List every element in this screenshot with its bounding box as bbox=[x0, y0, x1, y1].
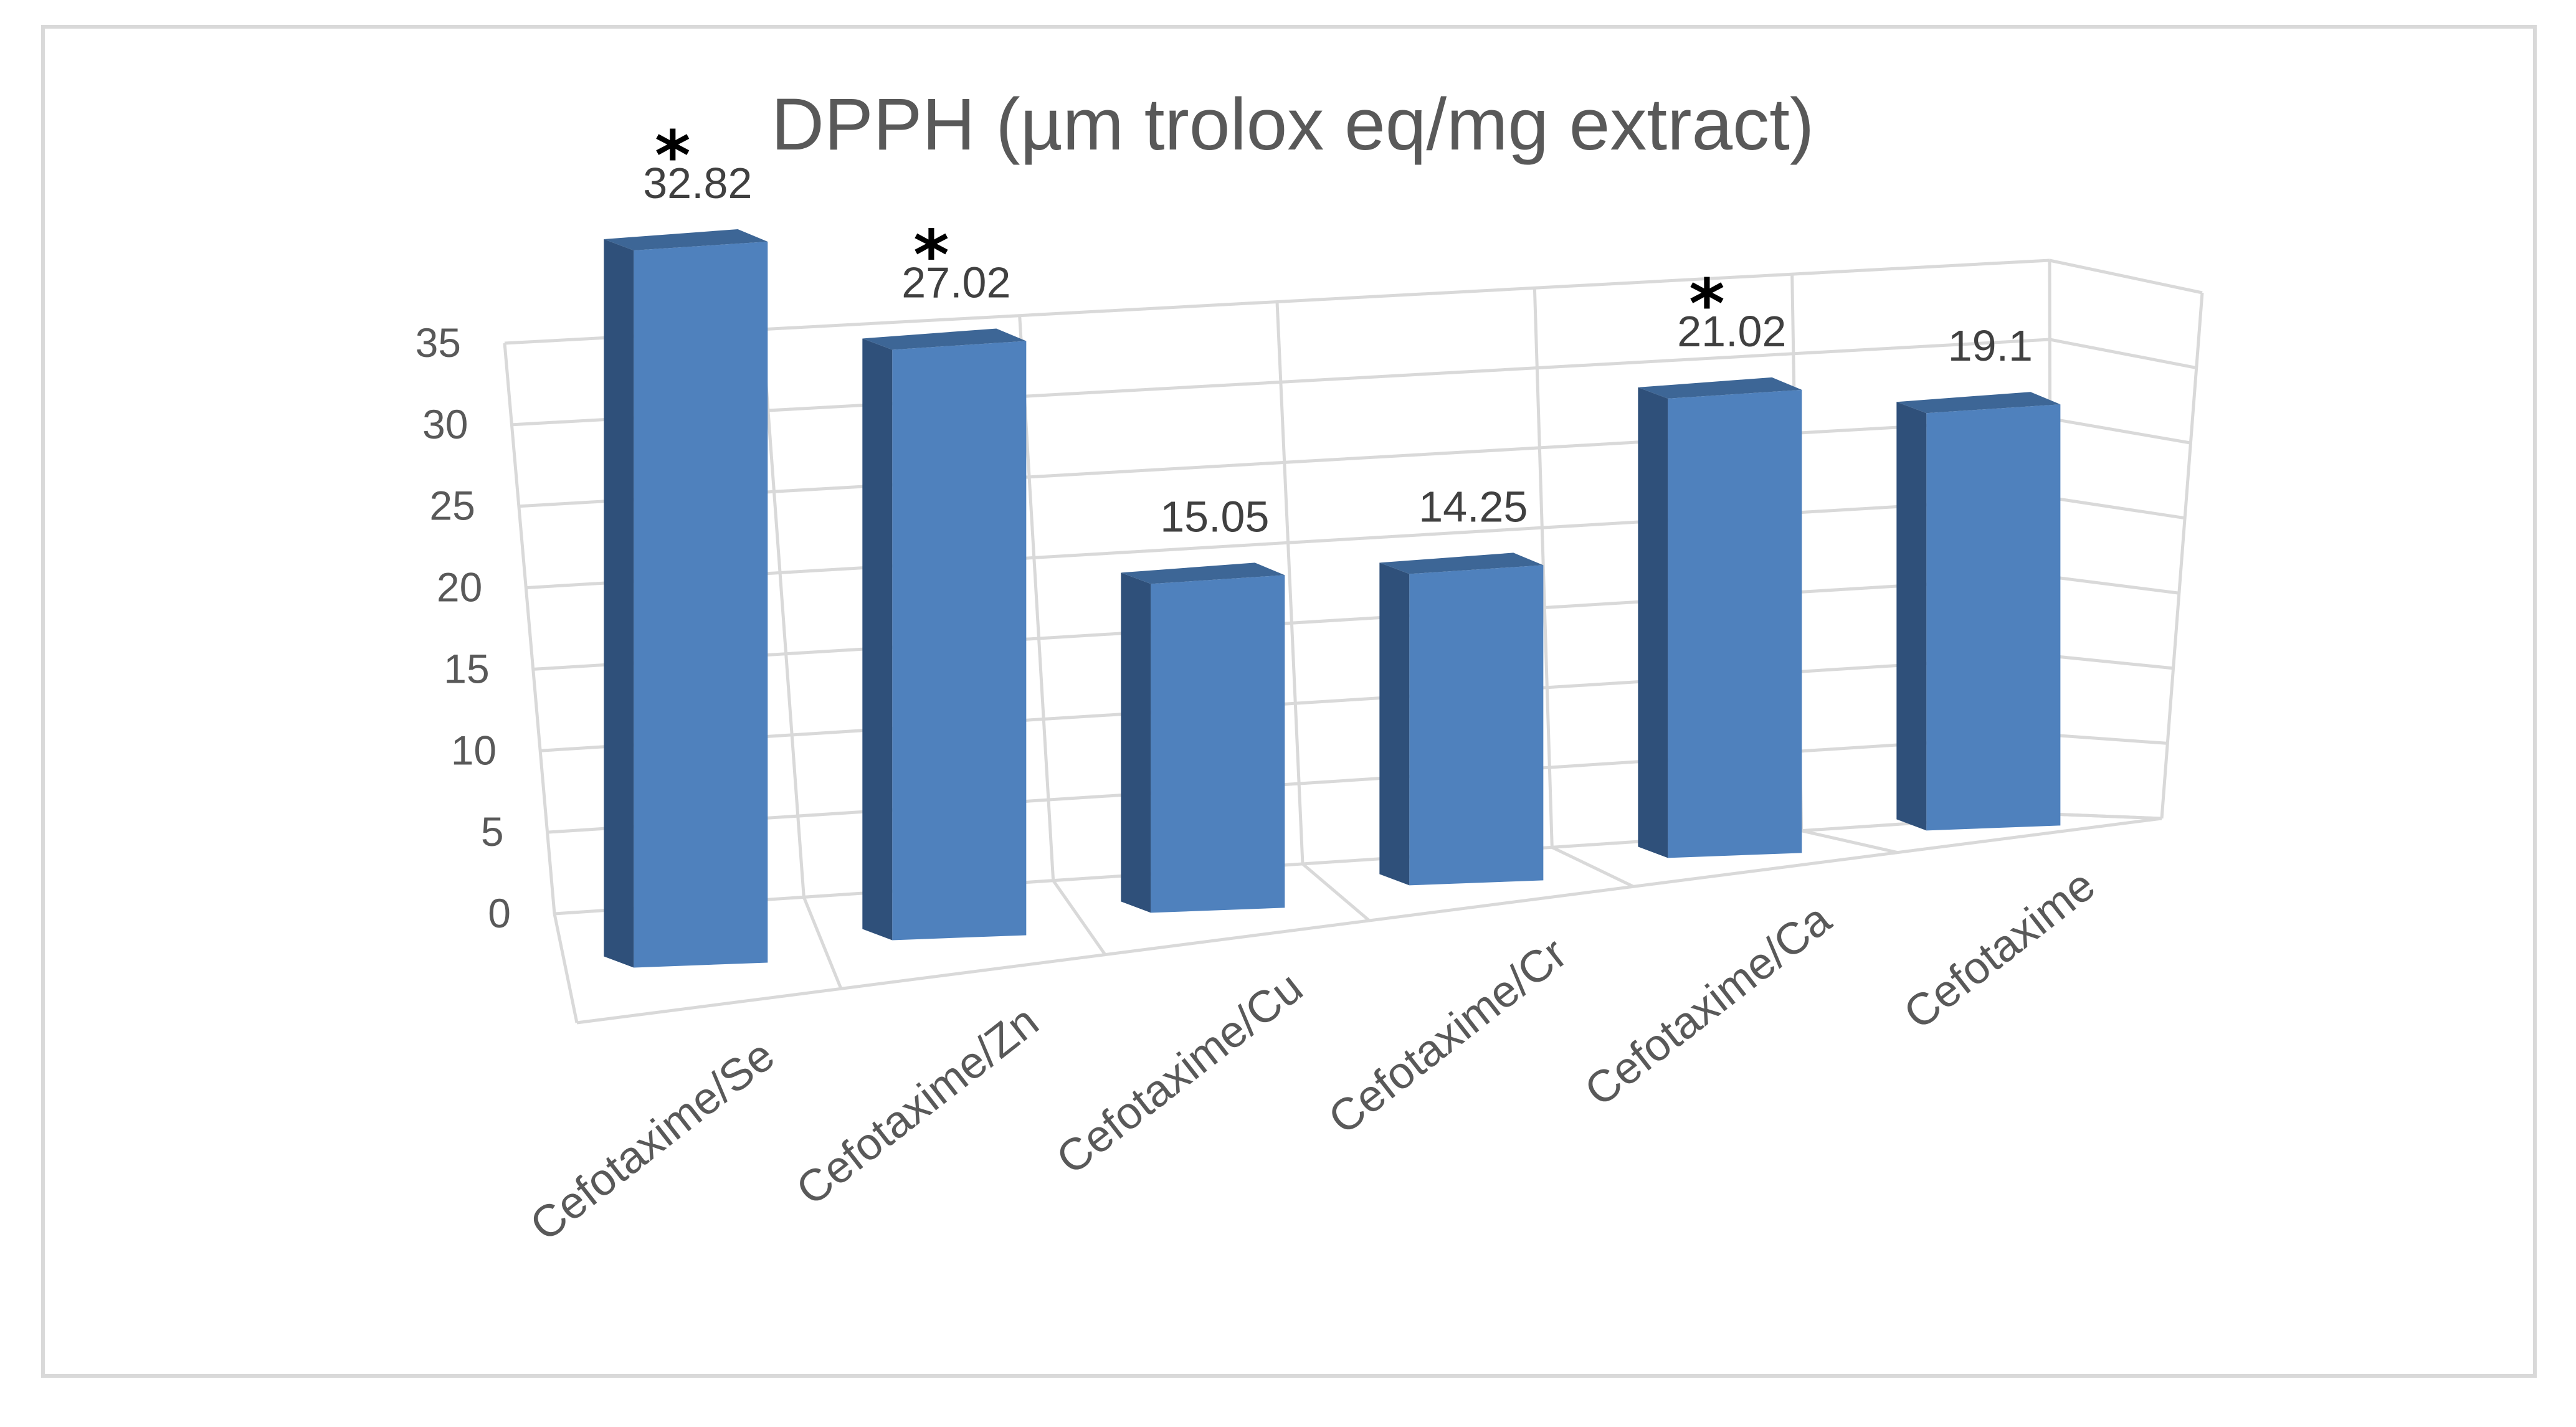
data-label: 21.02 bbox=[1677, 307, 1786, 356]
bar-top-face bbox=[1379, 552, 1544, 574]
bar-side-face bbox=[604, 239, 634, 968]
floor-front-edge bbox=[576, 817, 2162, 1025]
bar-cefotaxime-cu bbox=[1121, 562, 1285, 913]
bar-front-face bbox=[1926, 404, 2061, 831]
x-tick-label: Cefotaxime/Se bbox=[521, 1030, 783, 1251]
chart-title: DPPH (µm trolox eq/mg extract) bbox=[771, 83, 1814, 166]
y-axis-ticks: 0 5 10 15 20 25 30 35 bbox=[416, 320, 511, 936]
vertical-gridline bbox=[760, 329, 806, 898]
significance-marker: * bbox=[913, 215, 949, 295]
x-tick-label: Cefotaxime/Cu bbox=[1047, 962, 1312, 1184]
y-tick-label: 5 bbox=[481, 808, 504, 855]
y-tick-label: 25 bbox=[429, 483, 475, 529]
side-gridline bbox=[2050, 496, 2185, 520]
bar-front-face bbox=[1409, 565, 1544, 886]
bar-side-face bbox=[1896, 402, 1927, 831]
floor-gridline bbox=[1301, 863, 1371, 922]
data-label: 15.05 bbox=[1160, 492, 1269, 541]
data-label: 32.82 bbox=[643, 159, 752, 207]
floor-gridline bbox=[1052, 879, 1107, 956]
bar-side-face bbox=[1379, 562, 1410, 886]
data-label: 27.02 bbox=[901, 258, 1010, 306]
significance-marker: * bbox=[655, 116, 691, 196]
vertical-gridline bbox=[1275, 301, 1305, 865]
floor-gridline bbox=[2050, 812, 2162, 820]
y-tick-label: 0 bbox=[488, 890, 511, 936]
bar-front-face bbox=[634, 241, 768, 968]
side-gridline bbox=[2050, 733, 2168, 745]
data-label: 14.25 bbox=[1419, 482, 1528, 531]
bar-top-face bbox=[1121, 562, 1285, 584]
floor-gridline bbox=[1551, 846, 1635, 888]
y-tick-label: 20 bbox=[437, 564, 482, 610]
bars-layer bbox=[604, 229, 2061, 968]
y-tick-label: 10 bbox=[451, 727, 497, 773]
bar-cefotaxime-cr bbox=[1379, 552, 1544, 886]
significance-marker: * bbox=[1689, 264, 1725, 344]
side-gridline bbox=[2050, 575, 2180, 595]
bar-cefotaxime-se bbox=[604, 229, 768, 968]
floor-gridline bbox=[553, 913, 579, 1023]
side-gridline bbox=[2049, 338, 2197, 370]
side-gridline bbox=[2050, 654, 2174, 670]
x-tick-label: Cefotaxime bbox=[1895, 860, 2104, 1039]
y-tick-label: 15 bbox=[444, 645, 489, 691]
bar-front-face bbox=[892, 341, 1027, 941]
bar-top-face bbox=[862, 328, 1027, 350]
bar-side-face bbox=[1638, 387, 1668, 858]
bar-front-face bbox=[1151, 575, 1285, 913]
side-gridline bbox=[2049, 258, 2203, 295]
bar-top-face bbox=[1638, 377, 1802, 399]
x-tick-label: Cefotaxime/Cr bbox=[1319, 928, 1576, 1144]
bar-front-face bbox=[1668, 389, 1802, 858]
bar-cefotaxime-zn bbox=[862, 328, 1027, 941]
y-tick-label: 35 bbox=[416, 320, 461, 366]
bar-cefotaxime bbox=[1896, 392, 2061, 831]
y-tick-label: 30 bbox=[422, 401, 468, 447]
bar-top-face bbox=[604, 229, 768, 250]
side-wall-edge bbox=[2160, 292, 2204, 819]
floor-gridline bbox=[802, 896, 843, 990]
chart-frame bbox=[41, 25, 2537, 1378]
floor-gridline bbox=[1801, 829, 1898, 855]
x-tick-label: Cefotaxime/Ca bbox=[1576, 894, 1840, 1116]
vertical-gridline bbox=[503, 343, 556, 914]
x-tick-label: Cefotaxime/Zn bbox=[787, 997, 1048, 1215]
bar-side-face bbox=[1121, 572, 1151, 913]
side-gridline bbox=[2050, 417, 2191, 445]
bar-top-face bbox=[1896, 392, 2061, 414]
bar-cefotaxime-ca bbox=[1638, 377, 1802, 858]
data-label: 19.1 bbox=[1948, 321, 2033, 370]
bar-side-face bbox=[862, 338, 893, 941]
